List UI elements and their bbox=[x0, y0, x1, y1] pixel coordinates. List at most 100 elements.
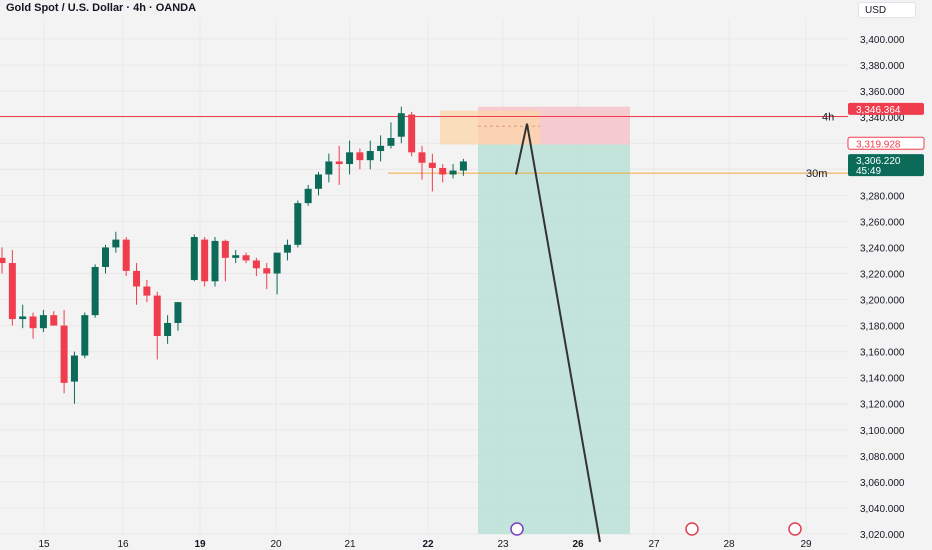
candle-body bbox=[39, 315, 47, 329]
event-flag-icon bbox=[685, 522, 699, 536]
candle-body bbox=[0, 257, 6, 264]
candle bbox=[133, 263, 141, 305]
candle-body bbox=[60, 325, 68, 383]
candle bbox=[19, 304, 27, 329]
price-tick-label: 3,180.000 bbox=[860, 322, 905, 333]
candle-body bbox=[153, 295, 161, 336]
candle bbox=[449, 164, 457, 179]
time-tick-label: 16 bbox=[117, 539, 129, 550]
candle-body bbox=[304, 188, 312, 204]
time-tick-label: 23 bbox=[497, 539, 509, 550]
candle bbox=[397, 106, 405, 144]
candle bbox=[252, 257, 260, 277]
price-tick-label: 3,080.000 bbox=[860, 452, 905, 463]
candle bbox=[201, 237, 209, 287]
price-tick-label: 3,240.000 bbox=[860, 243, 905, 254]
candle-body bbox=[211, 240, 219, 282]
price-tick-label: 3,040.000 bbox=[860, 504, 905, 515]
price-tag-text: 3,346.364 bbox=[856, 105, 901, 116]
candle bbox=[459, 158, 467, 176]
event-icons bbox=[510, 522, 802, 536]
candle-body bbox=[50, 315, 58, 326]
price-tick-label: 3,280.000 bbox=[860, 191, 905, 202]
candle-body bbox=[112, 239, 120, 248]
candle bbox=[315, 171, 322, 196]
candle-body bbox=[283, 244, 291, 253]
price-tick-label: 3,020.000 bbox=[860, 530, 905, 541]
candle bbox=[387, 122, 395, 149]
candle-body bbox=[81, 315, 89, 356]
candle bbox=[70, 351, 78, 404]
candle bbox=[39, 309, 47, 333]
candle bbox=[102, 244, 109, 274]
time-tick-label: 27 bbox=[648, 539, 660, 550]
candle bbox=[190, 234, 198, 282]
candle-body bbox=[315, 174, 322, 189]
candle-body bbox=[418, 152, 426, 163]
time-tick-label: 29 bbox=[800, 539, 812, 550]
candle bbox=[91, 264, 99, 318]
price-tag-text: 3,319.928 bbox=[856, 139, 901, 150]
candle bbox=[418, 145, 426, 180]
time-tick-label: 20 bbox=[270, 539, 282, 550]
candle bbox=[164, 315, 172, 344]
price-tick-label: 3,360.000 bbox=[860, 87, 905, 98]
candle-body bbox=[335, 161, 343, 165]
level-lines: 4h 30m bbox=[0, 112, 848, 180]
candle bbox=[304, 184, 312, 206]
level-label-30m: 30m bbox=[806, 168, 827, 180]
candle-body bbox=[439, 167, 447, 175]
projection-path bbox=[515, 123, 601, 543]
candle bbox=[377, 135, 385, 162]
candle-body bbox=[164, 322, 172, 336]
take-profit-zone bbox=[478, 144, 630, 534]
candle-body bbox=[428, 162, 436, 168]
candles bbox=[0, 106, 467, 404]
candle-body bbox=[221, 240, 229, 258]
price-tick-label: 3,260.000 bbox=[860, 217, 905, 228]
candle-body bbox=[449, 170, 457, 175]
candle-body bbox=[366, 151, 374, 161]
candle bbox=[366, 140, 374, 170]
candle-body bbox=[294, 203, 302, 245]
time-axis: 15 16 19 20 21 22 23 26 27 28 29 bbox=[38, 539, 812, 550]
price-tick-label: 3,400.000 bbox=[860, 35, 905, 46]
candle bbox=[112, 231, 120, 253]
candle bbox=[211, 237, 219, 287]
price-tick-label: 3,060.000 bbox=[860, 478, 905, 489]
candle-body bbox=[459, 161, 467, 171]
grid-lines bbox=[0, 18, 848, 535]
candle bbox=[325, 153, 333, 183]
time-tick-label: 26 bbox=[572, 539, 584, 550]
candle-body bbox=[273, 252, 281, 274]
candle bbox=[122, 237, 130, 277]
candle bbox=[439, 164, 447, 183]
time-tick-label: 28 bbox=[723, 539, 735, 550]
candle bbox=[0, 247, 6, 274]
price-tag-countdown: 45:49 bbox=[856, 166, 881, 177]
level-label-4h: 4h bbox=[822, 112, 834, 124]
candle bbox=[356, 148, 364, 170]
candle-body bbox=[232, 255, 240, 258]
candle-body bbox=[252, 260, 260, 269]
candle bbox=[408, 111, 416, 157]
candle-body bbox=[19, 316, 27, 320]
candle bbox=[81, 312, 89, 359]
time-tick-label: 21 bbox=[344, 539, 356, 550]
candle-body bbox=[356, 152, 364, 161]
price-tick-label: 3,100.000 bbox=[860, 426, 905, 437]
candle-body bbox=[325, 161, 333, 175]
candle-body bbox=[91, 266, 99, 316]
candle-body bbox=[70, 355, 78, 382]
currency-selector-button[interactable]: USD bbox=[858, 2, 916, 18]
candle-body bbox=[174, 302, 182, 323]
price-tag-text: 3,306.220 bbox=[856, 156, 901, 167]
candle bbox=[242, 252, 250, 264]
time-tick-label: 19 bbox=[194, 539, 206, 550]
price-tick-label: 3,160.000 bbox=[860, 348, 905, 359]
candle-body bbox=[143, 286, 151, 296]
candle-body bbox=[397, 113, 405, 137]
